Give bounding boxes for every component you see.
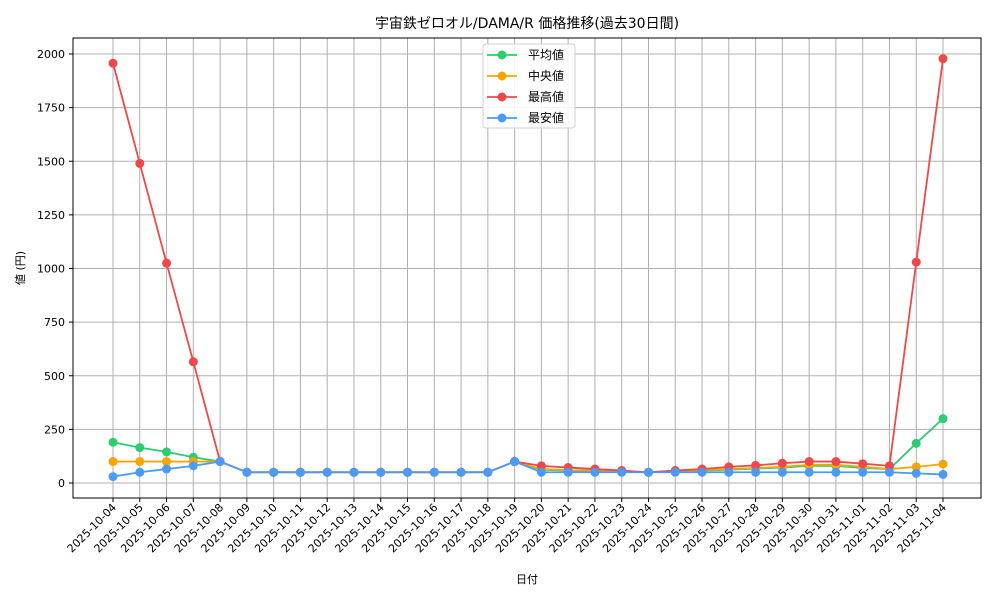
data-point [403,467,413,477]
legend-label: 平均値 [528,47,564,62]
y-tick-label: 0 [58,477,65,490]
data-point [697,467,707,477]
data-point [295,467,305,477]
data-point [938,459,948,469]
y-tick-label: 2000 [37,48,65,61]
data-point [831,467,841,477]
data-point [188,357,198,367]
data-point [108,58,118,68]
data-point [135,443,145,453]
data-point [242,467,252,477]
data-point [617,467,627,477]
data-point [804,467,814,477]
data-point [135,158,145,168]
y-axis-label: 値 (円) [14,251,27,285]
data-point [884,461,894,471]
data-point [188,461,198,471]
data-point [911,257,921,267]
legend-box [482,43,576,129]
data-point [162,258,172,268]
data-point [884,467,894,477]
data-point [938,469,948,479]
data-point [563,467,573,477]
legend-marker-icon [497,71,507,81]
y-tick-label: 1500 [37,155,65,168]
legend-marker-icon [497,50,507,60]
data-point [108,457,118,467]
legend-marker-icon [497,92,507,102]
y-tick-label: 1000 [37,263,65,276]
y-tick-label: 250 [44,423,65,436]
data-point [162,447,172,457]
data-point [162,464,172,474]
data-point [269,467,279,477]
data-point [804,457,814,467]
chart-title: 宇宙鉄ゼロオル/DAMA/R 価格推移(過去30日間) [375,16,679,32]
legend-marker-icon [497,113,507,123]
x-axis-label: 日付 [516,573,538,586]
data-point [322,467,332,477]
data-point [108,472,118,482]
data-point [938,54,948,64]
data-point [777,467,787,477]
data-point [590,467,600,477]
data-point [777,458,787,468]
series-lines [108,54,948,482]
data-point [724,467,734,477]
data-point [536,461,546,471]
y-tick-label: 1250 [37,209,65,222]
data-point [135,457,145,467]
data-point [911,462,921,472]
data-point [858,467,868,477]
y-tick-label: 500 [44,370,65,383]
data-point [456,467,466,477]
data-point [751,467,761,477]
data-point [108,437,118,447]
data-point [643,467,653,477]
y-axis-ticks: 0 250 500 750 1000 1250 1500 1750 2000 [37,48,73,490]
data-point [215,457,225,467]
data-point [376,467,386,477]
data-point [670,467,680,477]
legend-label: 最高値 [528,89,564,104]
data-point [831,457,841,467]
grid-lines [73,38,981,498]
y-tick-label: 1750 [37,102,65,115]
series-3 [108,457,948,482]
x-axis-ticks: 2025-10-042025-10-052025-10-062025-10-07… [65,498,949,555]
data-point [162,457,172,467]
y-tick-label: 750 [44,316,65,329]
data-point [938,414,948,424]
data-point [349,467,359,477]
data-point [911,468,921,478]
data-point [536,467,546,477]
data-point [429,467,439,477]
legend-label: 最安値 [528,110,564,125]
data-point [135,467,145,477]
legend-label: 中央値 [528,68,564,83]
data-point [751,460,761,470]
data-point [510,457,520,467]
data-point [858,459,868,469]
data-point [483,467,493,477]
data-point [911,438,921,448]
